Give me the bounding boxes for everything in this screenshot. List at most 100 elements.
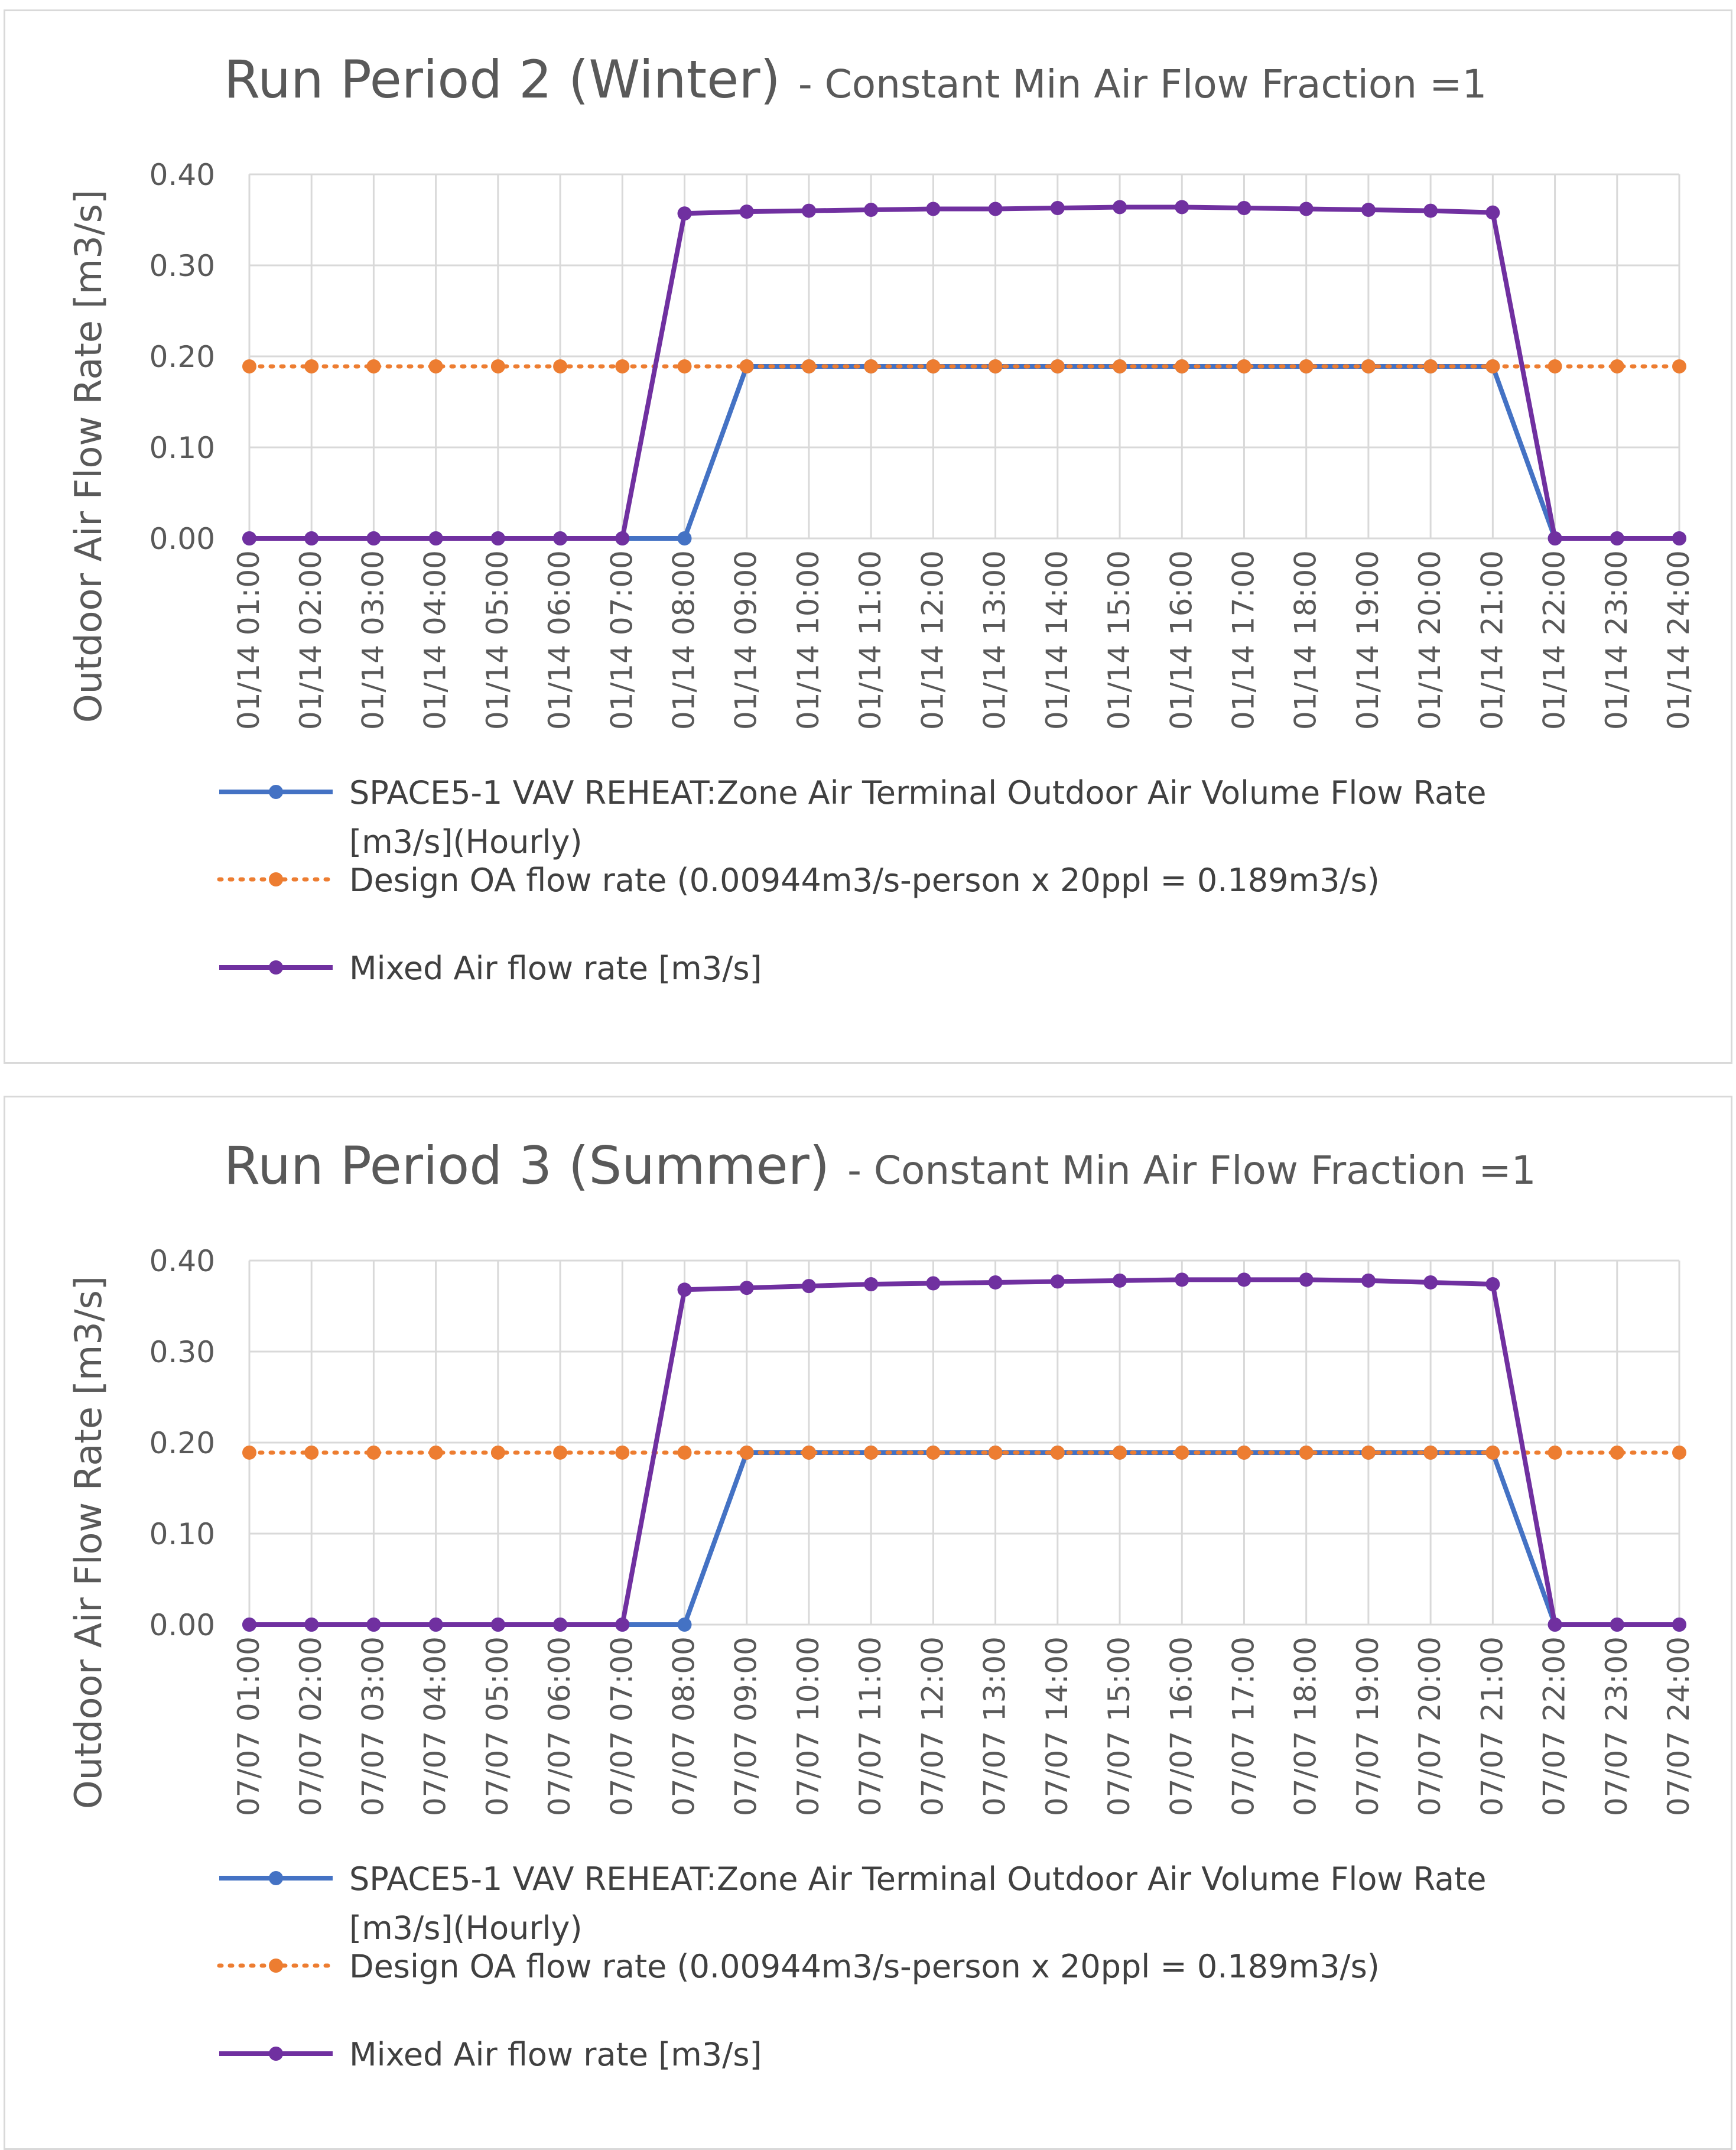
data-point [553,1618,568,1632]
data-point [1237,359,1251,374]
data-point [615,359,630,374]
data-point [428,359,443,374]
y-tick-label: 0.40 [149,1244,215,1278]
data-point [1299,1445,1314,1460]
x-tick-label: 01/14 10:00 [791,550,825,730]
data-point [1237,1272,1251,1287]
x-tick-label: 07/07 20:00 [1413,1636,1447,1816]
data-point [366,1618,381,1632]
data-point [988,359,1003,374]
data-point [1113,1445,1127,1460]
data-point [1610,359,1624,374]
data-point [242,1445,256,1460]
data-point [1113,1273,1127,1288]
data-point [553,531,568,545]
x-tick-label: 07/07 14:00 [1040,1636,1074,1816]
x-tick-label: 07/07 03:00 [356,1636,390,1816]
data-point [1175,1445,1189,1460]
data-point [553,359,568,374]
data-point [490,359,505,374]
data-point [1423,359,1438,374]
x-tick-label: 01/14 23:00 [1600,550,1634,730]
y-axis-title: Outdoor Air Flow Rate [m3/s] [67,190,110,723]
x-tick-label: 07/07 07:00 [604,1636,639,1816]
x-tick-label: 01/14 22:00 [1537,550,1572,730]
data-point [615,1445,630,1460]
y-tick-label: 0.00 [149,522,215,556]
data-point [1672,531,1686,545]
data-point [1113,359,1127,374]
legend-label: Mixed Air flow rate [m3/s] [349,2036,762,2073]
x-tick-label: 01/14 01:00 [232,550,266,730]
data-point [428,1445,443,1460]
x-tick-label: 07/07 10:00 [791,1636,825,1816]
y-tick-label: 0.10 [149,431,215,465]
data-point [1485,1445,1500,1460]
x-tick-label: 07/07 21:00 [1475,1636,1509,1816]
x-tick-label: 01/14 06:00 [542,550,577,730]
legend-label: Design OA flow rate (0.00944m3/s-person … [349,862,1380,899]
data-point [864,359,879,374]
data-point [1237,1445,1251,1460]
y-tick-label: 0.30 [149,1335,215,1369]
x-tick-label: 07/07 15:00 [1102,1636,1136,1816]
data-point [864,1277,879,1292]
x-tick-label: 01/14 09:00 [729,550,763,730]
data-point [1050,200,1065,215]
series-2 [242,200,1686,545]
chart-title: Run Period 3 (Summer) - Constant Min Air … [224,1135,1536,1196]
data-point [677,1618,692,1632]
x-tick-label: 01/14 16:00 [1164,550,1198,730]
y-tick-label: 0.00 [149,1608,215,1642]
y-axis-title: Outdoor Air Flow Rate [m3/s] [67,1276,110,1809]
data-point [490,531,505,545]
data-point [739,1445,754,1460]
data-point [1548,531,1562,545]
data-point [242,1618,256,1632]
data-point [1361,203,1376,217]
gridlines [248,1259,1680,1626]
series-1 [242,359,1686,374]
data-point [242,531,256,545]
data-point [366,1445,381,1460]
data-point [1299,359,1314,374]
x-tick-label: 01/14 14:00 [1040,550,1074,730]
data-point [739,359,754,374]
data-point [677,531,692,545]
legend-label: Mixed Air flow rate [m3/s] [349,950,762,987]
data-point [926,1445,941,1460]
data-point [1361,1273,1376,1288]
data-point [1672,1618,1686,1632]
data-point [739,204,754,219]
x-tick-label: 01/14 19:00 [1351,550,1385,730]
data-point [428,1618,443,1632]
data-point [304,1618,319,1632]
data-point [1423,1275,1438,1290]
series-0 [242,1445,1686,1632]
data-point [1610,1618,1624,1632]
data-point [1610,531,1624,545]
data-point [304,531,319,545]
x-tick-label: 07/07 09:00 [729,1636,763,1816]
data-point [553,1445,568,1460]
y-tick-label: 0.20 [149,1426,215,1460]
chart-svg-winter: Run Period 2 (Winter) - Constant Min Air … [67,49,1696,987]
data-point [801,1445,816,1460]
x-tick-label: 07/07 13:00 [978,1636,1012,1816]
legend: SPACE5-1 VAV REHEAT:Zone Air Terminal Ou… [217,1860,1487,2073]
data-point [1548,1445,1562,1460]
x-tick-label: 01/14 20:00 [1413,550,1447,730]
data-point [801,359,816,374]
x-tick-label: 07/07 08:00 [667,1636,701,1816]
x-tick-label: 01/14 03:00 [356,550,390,730]
x-tick-label: 07/07 02:00 [294,1636,328,1816]
data-point [1175,359,1189,374]
data-point [801,203,816,218]
data-point [864,1445,879,1460]
chart-panel-winter: Run Period 2 (Winter) - Constant Min Air … [4,9,1732,1064]
chart-subtitle: - Constant Min Air Flow Fraction =1 [798,61,1487,107]
data-point [304,359,319,374]
x-tick-label: 07/07 24:00 [1662,1636,1696,1816]
data-point [615,531,630,545]
data-point [677,206,692,221]
